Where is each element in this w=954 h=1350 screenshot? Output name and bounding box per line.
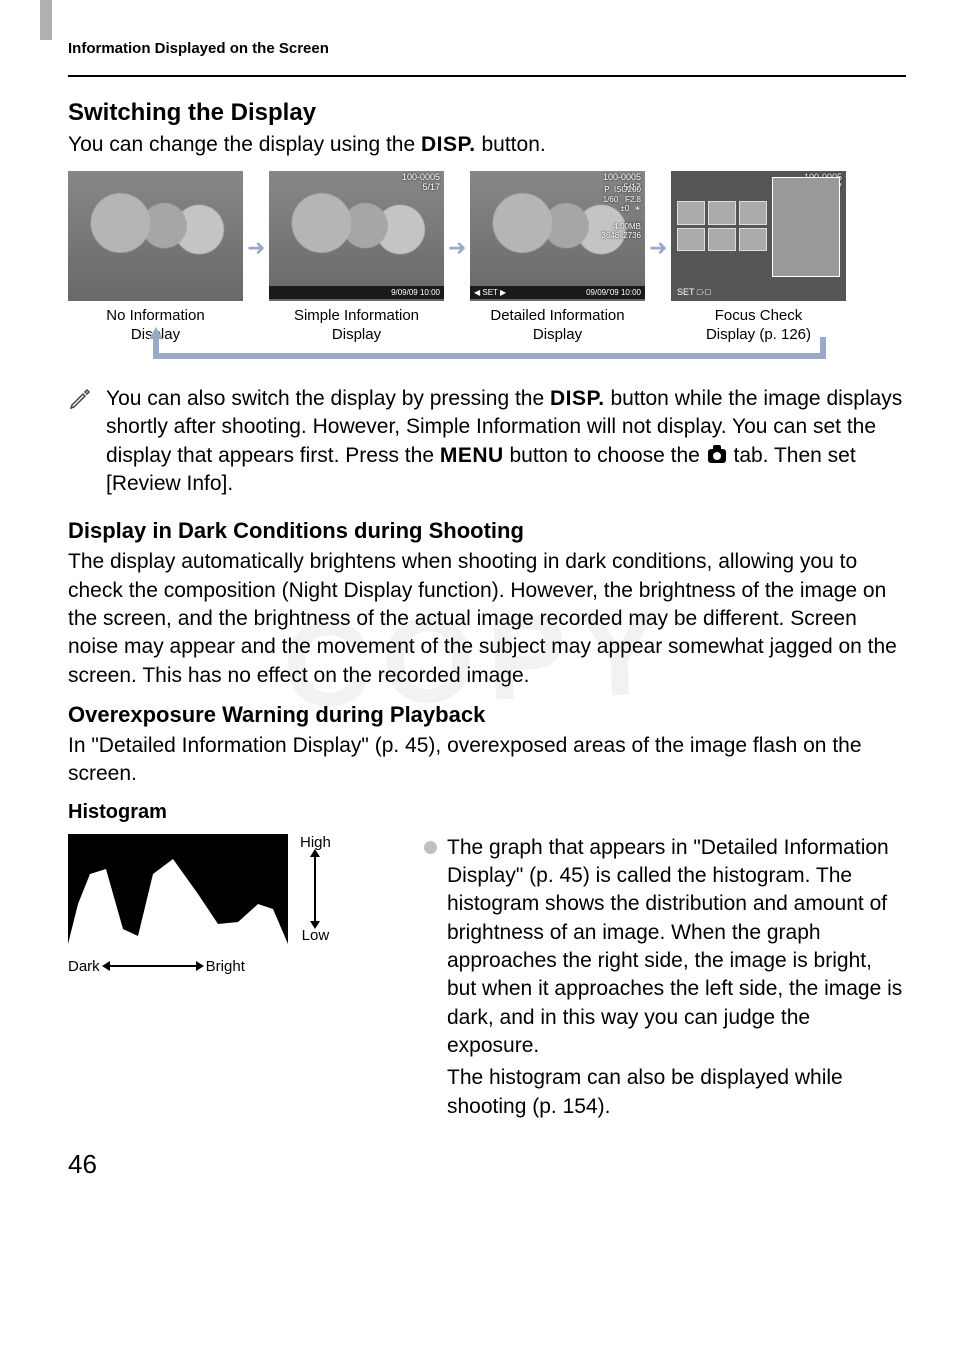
- header-divider: [68, 75, 906, 77]
- bullet-icon: [424, 841, 437, 854]
- thumb-image-3: 100-0005 5/17 P ISO200 1/60 F2.8 ±0 ☀ 4.…: [470, 171, 645, 301]
- label-low: Low: [302, 927, 330, 944]
- arrow-vertical-icon: [314, 855, 316, 923]
- thumb-detailed-info: 100-0005 5/17 P ISO200 1/60 F2.8 ±0 ☀ 4.…: [470, 171, 645, 345]
- arrow-horizontal-icon: [108, 965, 198, 967]
- histogram-description: The graph that appears in "Detailed Info…: [424, 834, 906, 1121]
- pencil-icon: [68, 387, 92, 411]
- histogram-curve: [68, 859, 288, 944]
- label-dark: Dark: [68, 958, 100, 975]
- thumb-simple-info: 100-0005 5/17 9/09/09 10:00 Simple Infor…: [269, 171, 444, 345]
- section-overexposure-title: Overexposure Warning during Playback: [68, 702, 906, 728]
- arrow-right-icon: ➜: [247, 235, 265, 261]
- thumb1-cap1: No Information: [106, 307, 204, 324]
- thumb2-cap1: Simple Information: [294, 307, 419, 324]
- arrow-right-icon: ➜: [649, 235, 667, 261]
- intro-text-a: You can change the display using the: [68, 133, 421, 156]
- histogram-horizontal-axis: Dark Bright: [68, 958, 388, 975]
- breadcrumb: Information Displayed on the Screen: [68, 40, 906, 57]
- histogram-tail-text: The histogram can also be displayed whil…: [447, 1064, 906, 1121]
- thumb-focus-check: 100-0005 5/17 SET □·□ Focus Check Displa…: [671, 171, 846, 345]
- thumb2-overlay-top: 100-0005 5/17: [402, 173, 440, 193]
- focus-zoom-panel: [772, 177, 840, 277]
- histogram-bullet-text: The graph that appears in "Detailed Info…: [447, 836, 902, 1057]
- arrow-right-icon: ➜: [448, 235, 466, 261]
- section-dark-body: The display automatically brightens when…: [68, 548, 906, 690]
- thumb4-cap1: Focus Check: [715, 307, 803, 324]
- camera-icon: [708, 449, 726, 463]
- focus-grid: [677, 201, 767, 251]
- section-overexposure-body: In "Detailed Information Display" (p. 45…: [68, 732, 906, 789]
- section-dark-title: Display in Dark Conditions during Shooti…: [68, 518, 906, 544]
- histogram-box: [68, 834, 288, 944]
- display-mode-thumbnails: No Information Display ➜ 100-0005 5/17 9…: [68, 171, 906, 345]
- label-bright: Bright: [206, 958, 245, 975]
- page-left-tab: [40, 0, 52, 40]
- thumb-image-1: [68, 171, 243, 301]
- thumb2-overlay-bottom: 9/09/09 10:00: [269, 286, 444, 299]
- page-number: 46: [68, 1149, 906, 1180]
- section-switching-title: Switching the Display: [68, 99, 906, 127]
- intro-text-b: button.: [476, 133, 546, 156]
- thumb-no-info: No Information Display: [68, 171, 243, 345]
- thumb2-cap2: Display: [332, 326, 381, 343]
- thumb3-cap2: Display: [533, 326, 582, 343]
- thumb3-cap1: Detailed Information: [490, 307, 624, 324]
- tip-box: You can also switch the display by press…: [68, 385, 906, 498]
- histogram-title: Histogram: [68, 801, 906, 824]
- thumb3-overlay-bottom: ◀ SET ▶09/09/'09 10:00: [470, 286, 645, 299]
- histogram-vertical-axis: High Low: [300, 834, 331, 944]
- tip-text: You can also switch the display by press…: [106, 385, 906, 498]
- disp-button-label: DISP.: [421, 133, 476, 156]
- thumb3-overlay-side: P ISO200 1/60 F2.8 ±0 ☀ 4.00MB 3648x2736: [601, 185, 641, 240]
- histogram-row: High Low Dark Bright The graph that appe…: [68, 834, 906, 1121]
- histogram-figure: High Low Dark Bright: [68, 834, 388, 975]
- thumb-image-4: 100-0005 5/17 SET □·□: [671, 171, 846, 301]
- thumb4-cap2: Display (p. 126): [706, 326, 811, 343]
- flow-return-bar: [153, 353, 826, 359]
- section-switching-intro: You can change the display using the DIS…: [68, 131, 906, 159]
- thumb-image-2: 100-0005 5/17 9/09/09 10:00: [269, 171, 444, 301]
